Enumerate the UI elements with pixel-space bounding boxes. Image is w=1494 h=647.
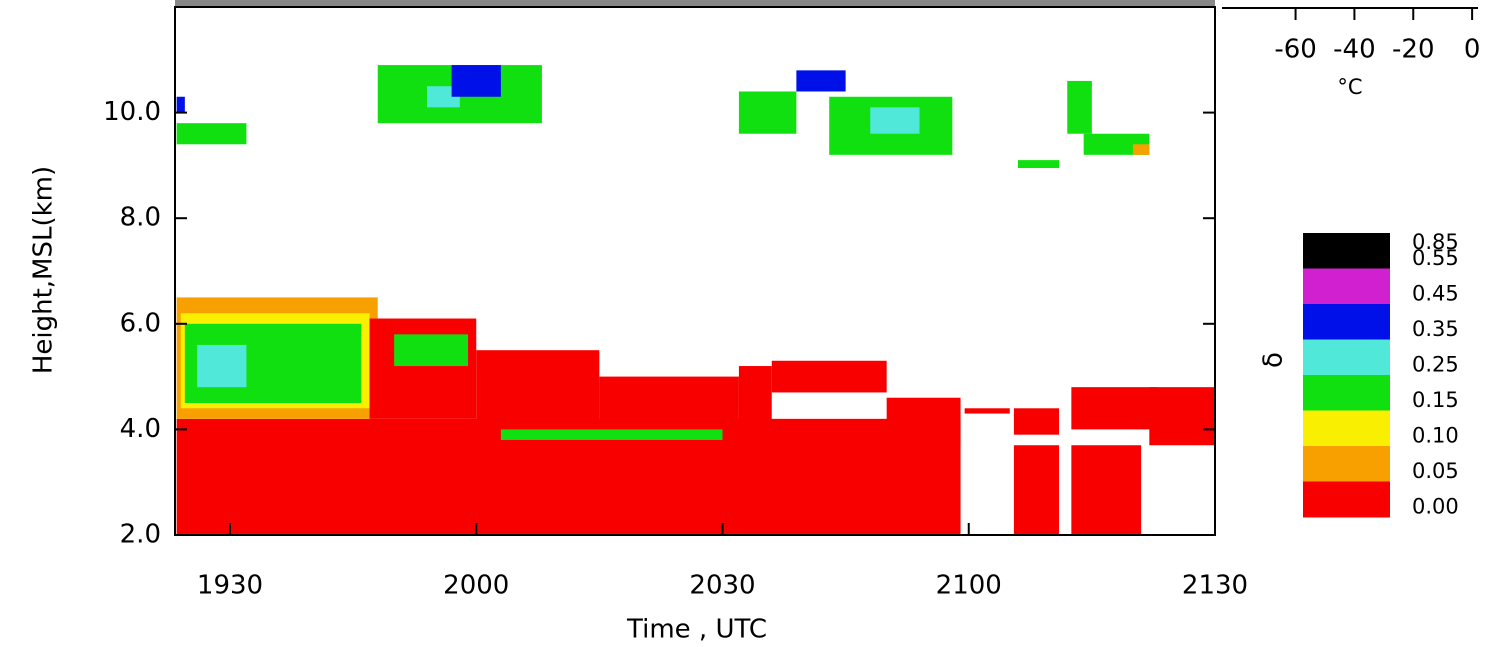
region: [1013, 445, 1060, 535]
region: [394, 334, 469, 367]
region: [771, 360, 887, 393]
region: [1071, 445, 1142, 535]
colorbar-label: 0.00: [1412, 494, 1459, 518]
region: [500, 429, 723, 440]
region: [1149, 387, 1215, 446]
temp-tick-label: 0: [1464, 35, 1481, 65]
colorbar-label: 0.45: [1412, 281, 1459, 305]
y-tick-label: 10.0: [103, 97, 161, 127]
region: [1132, 144, 1150, 155]
colorbar-label: 0.55: [1412, 246, 1459, 270]
temp-axis-label: °C: [1337, 75, 1362, 99]
region: [738, 91, 797, 134]
temp-tick-label: -60: [1274, 35, 1316, 65]
temp-tick-label: -20: [1392, 35, 1434, 65]
colorbar-label: 0.15: [1412, 388, 1459, 412]
colorbar-swatch: [1303, 446, 1390, 482]
y-tick-label: 6.0: [120, 308, 161, 338]
colorbar-label: 0.85: [1412, 230, 1459, 254]
x-tick-label: 1930: [197, 571, 263, 601]
region: [886, 397, 961, 446]
colorbar-swatch: [1303, 233, 1390, 269]
y-tick-label: 2.0: [120, 520, 161, 550]
colorbar-label: 0.35: [1412, 317, 1459, 341]
x-tick-label: 2130: [1182, 571, 1248, 601]
colorbar-swatch: [1303, 481, 1390, 518]
colorbar-swatch: [1303, 304, 1390, 340]
region: [369, 318, 477, 419]
top-strip: [175, 0, 1215, 7]
region: [197, 344, 247, 388]
y-axis-title: Height,MSL(km): [29, 166, 59, 374]
colorbar-swatch: [1303, 268, 1390, 305]
region: [451, 65, 501, 97]
temp-tick-label: -40: [1333, 35, 1375, 65]
y-tick-label: 8.0: [120, 203, 161, 233]
region: [176, 123, 247, 145]
region: [870, 107, 920, 134]
region: [476, 350, 600, 430]
plot-frame: [174, 6, 1216, 536]
region: [964, 408, 1010, 414]
colorbar-swatch: [1303, 375, 1390, 411]
colorbar-label: 0.05: [1412, 459, 1459, 483]
colorbar-title: δ: [1259, 352, 1289, 368]
region: [796, 70, 846, 92]
colorbar-label: 0.10: [1412, 423, 1459, 447]
region: [1017, 160, 1060, 169]
y-tick-label: 4.0: [120, 414, 161, 444]
colorbar-label: 0.25: [1412, 352, 1459, 376]
region: [1083, 133, 1150, 155]
region: [599, 376, 739, 435]
x-axis-title: Time , UTC: [626, 615, 767, 645]
x-tick-label: 2000: [443, 571, 509, 601]
region: [1071, 387, 1158, 430]
region: [176, 96, 185, 113]
x-tick-label: 2100: [936, 571, 1002, 601]
region: [1067, 80, 1092, 134]
colorbar-swatch: [1303, 339, 1390, 376]
x-tick-label: 2030: [689, 571, 755, 601]
region: [1013, 408, 1060, 435]
colorbar-swatch: [1303, 410, 1390, 447]
region: [738, 366, 772, 446]
